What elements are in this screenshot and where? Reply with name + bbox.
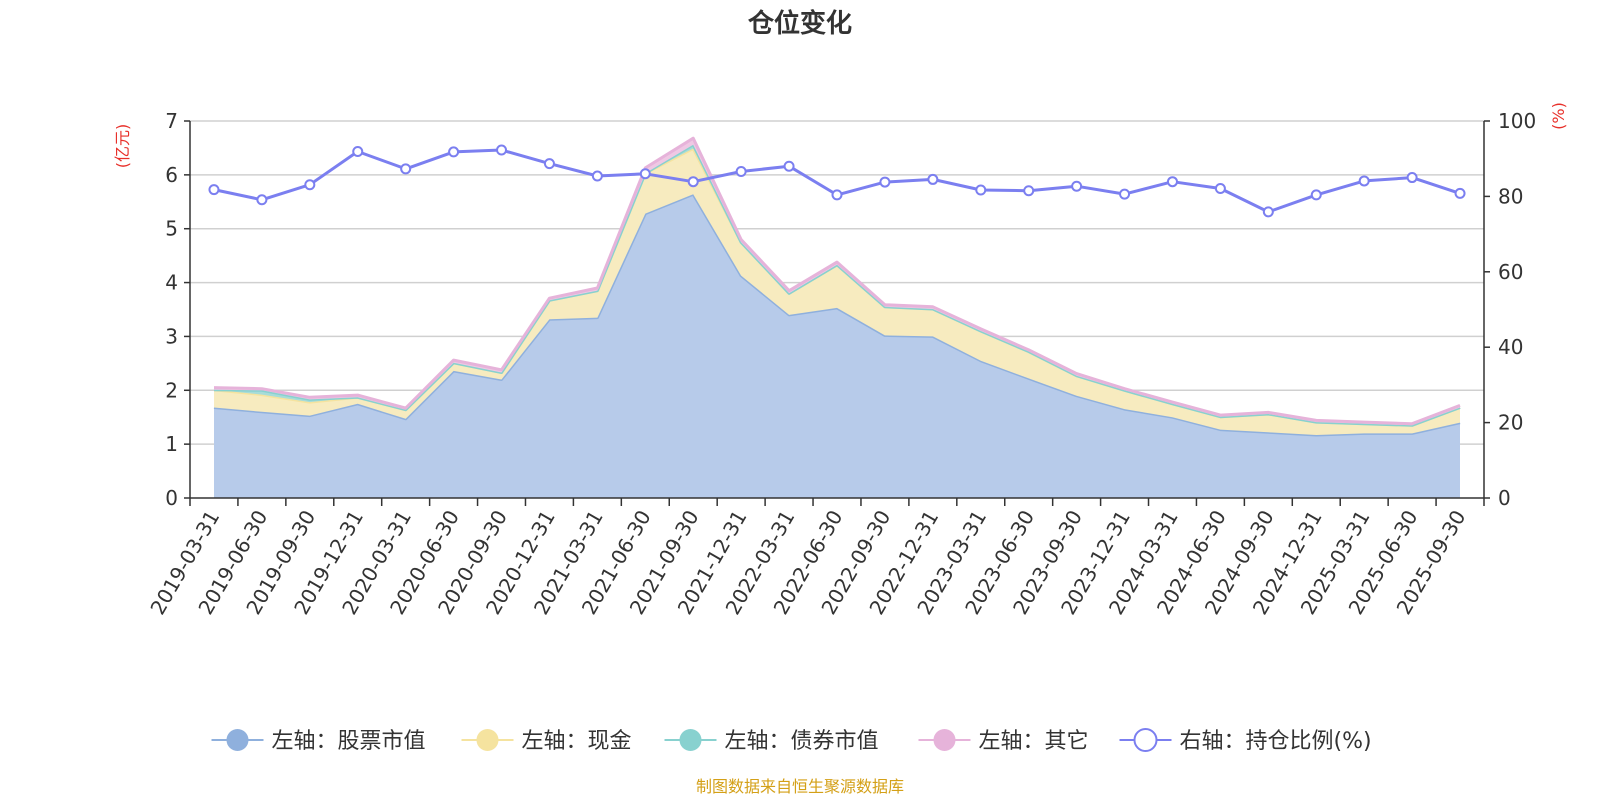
ratio-line: [208, 144, 1466, 218]
left-axis-tick-label: 4: [165, 271, 178, 295]
ratio-point: [1071, 180, 1083, 192]
legend-swatch-marker: [226, 729, 249, 751]
ratio-point: [1406, 172, 1418, 184]
ratio-point: [879, 176, 891, 188]
left-axis-tick-label: 1: [165, 432, 178, 456]
ratio-point: [591, 170, 603, 182]
ratio-line-path: [213, 148, 1461, 214]
legend-label: 左轴：其它: [979, 729, 1089, 754]
ratio-point: [1119, 188, 1131, 200]
ratio-point: [1023, 185, 1035, 197]
left-axis-tick-label: 7: [165, 109, 178, 133]
area-左轴：现金: [214, 148, 1460, 435]
ratio-point: [304, 179, 316, 191]
ratio-point: [687, 176, 699, 188]
ratio-point: [783, 160, 795, 172]
left-axis-tick-label: 3: [165, 324, 178, 348]
ratio-point: [256, 194, 268, 206]
area-edge-左轴：其它: [213, 136, 1461, 426]
legend-label: 左轴：现金: [522, 729, 632, 754]
ratio-point: [208, 184, 220, 196]
legend: 左轴：股票市值 左轴：现金 左轴：债券市值 左轴：其它 右轴：持仓比例(%): [211, 728, 1372, 754]
right-axis-tick-label: 0: [1498, 486, 1511, 510]
legend-swatch-marker: [679, 729, 702, 751]
chart-title: 仓位变化: [747, 8, 852, 39]
ratio-point: [639, 168, 651, 180]
right-axis-unit: (%): [1549, 102, 1568, 130]
legend-swatch-marker: [476, 729, 499, 751]
right-axis-tick-label: 100: [1498, 109, 1536, 133]
legend-swatch-marker: [1133, 728, 1158, 752]
ratio-point: [1358, 175, 1370, 187]
ratio-point: [543, 158, 555, 170]
legend-swatch-marker: [933, 729, 956, 751]
legend-label: 右轴：持仓比例(%): [1180, 729, 1372, 754]
legend-label: 左轴：债券市值: [725, 729, 879, 754]
ratio-point: [1166, 176, 1178, 188]
area-左轴：股票市值: [214, 194, 1460, 498]
right-axis-tick-label: 60: [1498, 260, 1523, 284]
right-axis-tick-label: 20: [1498, 411, 1523, 435]
left-axis-tick-label: 6: [165, 163, 178, 187]
ratio-point: [831, 189, 843, 201]
legend-label: 左轴：股票市值: [272, 729, 426, 754]
stacked-areas: [213, 136, 1461, 498]
ratio-point: [975, 184, 987, 196]
left-axis-unit: (亿元): [113, 124, 132, 169]
ratio-point: [352, 146, 364, 158]
ratio-point: [1262, 206, 1274, 218]
ratio-point: [927, 173, 939, 185]
right-axis-tick-label: 80: [1498, 184, 1523, 208]
ratio-point: [735, 166, 747, 178]
ratio-point: [448, 146, 460, 158]
ratio-point: [496, 144, 508, 156]
left-axis-tick-label: 5: [165, 217, 178, 241]
ratio-point: [1310, 189, 1322, 201]
ratio-point: [1214, 182, 1226, 194]
left-axis-tick-label: 0: [165, 486, 178, 510]
source-note: 制图数据来自恒生聚源数据库: [696, 777, 904, 796]
left-axis-tick-label: 2: [165, 378, 178, 402]
ratio-point: [1454, 187, 1466, 199]
ratio-point: [400, 163, 412, 175]
right-axis-tick-label: 40: [1498, 335, 1523, 359]
